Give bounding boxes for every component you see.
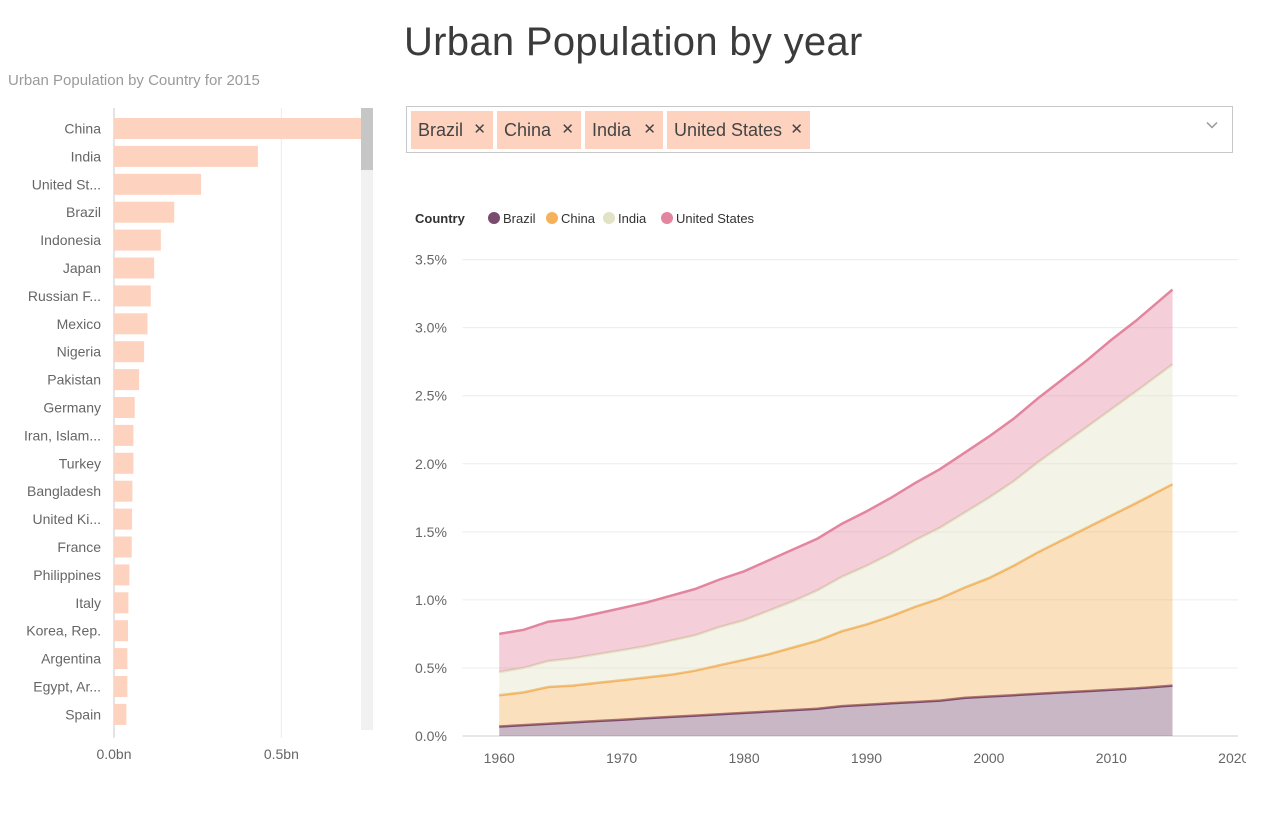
chip-label: India [592,120,632,140]
bar[interactable] [114,173,202,195]
y-tick-label: 1.0% [415,592,447,608]
y-tick-label: 0.5% [415,660,447,676]
y-tick-label: Spain [65,706,101,722]
y-tick-label: 2.5% [415,388,447,404]
bar[interactable] [114,285,151,307]
bar[interactable] [114,424,134,446]
bar[interactable] [114,341,145,363]
area-fill[interactable] [499,289,1173,672]
chip-china: China ✕ [497,111,581,149]
y-tick-label: 3.0% [415,320,447,336]
scrollbar-thumb[interactable] [361,108,373,170]
bar[interactable] [114,369,140,391]
y-tick-label: India [71,148,102,164]
y-tick-label: Egypt, Ar... [33,679,101,695]
bar[interactable] [114,592,129,614]
y-tick-label: Bangladesh [27,483,101,499]
y-tick-label: Nigeria [57,344,102,360]
y-tick-label: Russian F... [28,288,101,304]
x-tick-label: 0.0bn [96,746,131,762]
y-tick-label: Mexico [57,316,102,332]
chip-united-states: United States ✕ [667,111,810,149]
series-line[interactable] [498,363,1174,674]
area-fill[interactable] [499,484,1173,727]
chip-brazil: Brazil ✕ [411,111,493,149]
remove-chip-icon[interactable]: ✕ [473,121,486,138]
legend-label[interactable]: Brazil [503,211,536,226]
bar[interactable] [114,313,148,335]
y-tick-label: United St... [32,176,101,192]
remove-chip-icon[interactable]: ✕ [561,121,574,138]
bar[interactable] [114,703,127,725]
y-tick-label: Japan [63,260,101,276]
y-tick-label: 1.5% [415,524,447,540]
chip-label: United States [674,120,783,140]
country-bar-chart: China India United St... Brazil Indonesia Jap… [24,108,369,762]
bar[interactable] [114,676,128,697]
country-slicer[interactable]: Brazil ✕ China ✕ India ✕ United States ✕ [406,106,1233,153]
x-tick-label: 1970 [606,750,637,766]
legend-marker [546,212,558,224]
legend-marker [661,212,673,224]
y-tick-label: 2.0% [415,456,447,472]
bar[interactable] [114,452,134,474]
legend-marker [488,212,500,224]
legend-marker [603,212,615,224]
remove-chip-icon[interactable]: ✕ [643,121,656,138]
bar[interactable] [114,508,133,530]
remove-chip-icon[interactable]: ✕ [790,121,803,138]
y-tick-label: Germany [43,400,101,416]
legend-label[interactable]: India [618,211,647,226]
legend-label[interactable]: United States [676,211,755,226]
chip-india: India ✕ [585,111,663,149]
bar[interactable] [114,536,132,558]
y-tick-label: France [57,539,101,555]
y-tick-label: Iran, Islam... [24,427,101,443]
chevron-down-icon[interactable] [1206,119,1218,131]
area-fill[interactable] [499,364,1173,696]
y-tick-label: Philippines [33,567,101,583]
bar[interactable] [114,620,129,642]
y-tick-label: United Ki... [33,511,101,527]
y-tick-label: Argentina [41,651,101,667]
y-tick-label: Turkey [59,455,101,471]
x-tick-label: 1960 [484,750,515,766]
chip-label: China [504,120,552,140]
bar[interactable] [114,564,130,586]
page-title: Urban Population by year [404,20,863,64]
y-tick-label: Italy [75,595,101,611]
bar[interactable] [114,145,258,167]
urban-population-area-chart: 0.0% 0.5% 1.0% 1.5% 2.0% 2.5% 3.0% 3.5% 1960 1970… [415,211,1246,766]
x-tick-label: 1990 [851,750,882,766]
series-line[interactable] [499,483,1174,697]
y-tick-label: 0.0% [415,728,447,744]
bar[interactable] [114,118,369,139]
y-tick-label: Pakistan [47,372,101,388]
bar-chart-scrollbar[interactable] [361,108,373,730]
bar[interactable] [114,397,135,418]
bar[interactable] [114,257,155,279]
bar[interactable] [114,648,128,670]
y-tick-label: 3.5% [415,252,447,268]
bar[interactable] [114,201,175,223]
legend-title: Country [415,211,466,226]
area-fill[interactable] [499,685,1173,736]
y-tick-label: Brazil [66,204,101,220]
x-tick-label: 0.5bn [264,746,299,762]
x-tick-label: 2010 [1096,750,1127,766]
bar[interactable] [114,229,161,251]
series-line[interactable] [498,288,1174,636]
series-line[interactable] [499,684,1173,728]
x-tick-label: 2000 [973,750,1004,766]
y-tick-label: Indonesia [40,232,101,248]
chip-label: Brazil [418,120,464,140]
x-tick-label: 1980 [728,750,759,766]
legend-label[interactable]: China [561,211,596,226]
y-tick-label: China [64,121,101,137]
x-tick-label: 2020 [1218,750,1246,766]
bar-chart-title: Urban Population by Country for 2015 [8,72,260,89]
y-tick-label: Korea, Rep. [26,623,101,639]
bar[interactable] [114,480,133,502]
